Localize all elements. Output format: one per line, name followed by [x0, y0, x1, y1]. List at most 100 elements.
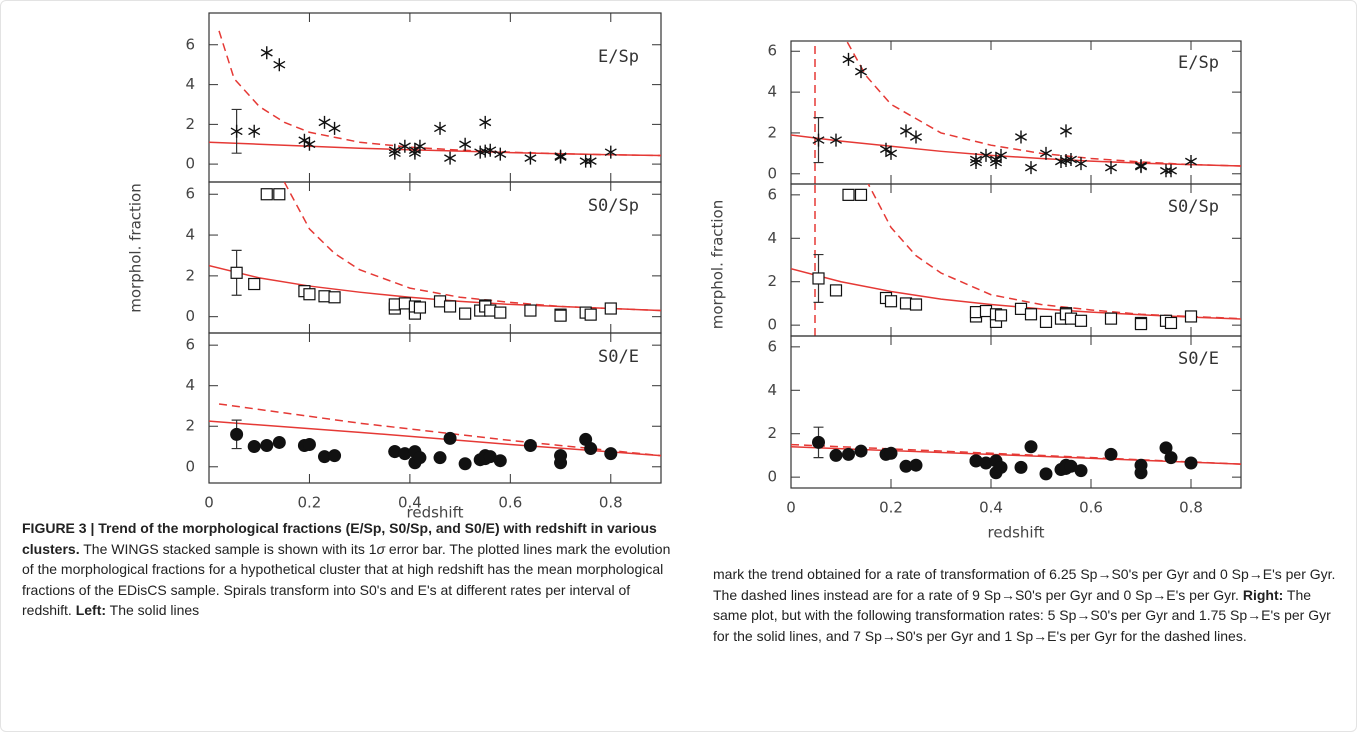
cluster-point	[854, 444, 868, 458]
reference-point	[230, 427, 244, 441]
model-line	[209, 141, 661, 157]
cluster-point	[444, 151, 457, 165]
cluster-point	[1104, 447, 1118, 461]
y-tick-label: 4	[767, 83, 777, 101]
cluster-point	[884, 295, 898, 308]
cluster-point	[604, 302, 617, 315]
x-tick-label: 0.2	[298, 494, 322, 512]
y-axis-label: morphol. fraction	[127, 183, 145, 313]
figure: 0 2 4 6 E/Sp 0 2 4 6 S0/Sp 0 2 4 6 0 0.2 0.4 0.6 0.8 S0/E re…	[127, 12, 1242, 542]
y-tick-label: 6	[767, 337, 777, 355]
cluster-point	[829, 448, 843, 462]
y-tick-label: 2	[185, 115, 195, 133]
x-tick-label: 0	[786, 499, 796, 517]
y-tick-label: 2	[185, 266, 195, 284]
cluster-point	[443, 300, 457, 313]
cluster-point	[1039, 146, 1053, 160]
cluster-point	[554, 449, 568, 463]
caption-text: mark the trend obtained for a rate of tr…	[713, 566, 1336, 603]
cluster-point	[899, 297, 913, 310]
panel-frame	[208, 12, 662, 183]
panel-frame	[790, 40, 1242, 185]
cluster-point	[523, 439, 537, 452]
x-tick-label: 0.4	[398, 494, 422, 512]
cluster-point	[899, 459, 913, 473]
cluster-point	[328, 449, 342, 463]
cluster-point	[273, 58, 286, 72]
reference-point	[812, 435, 825, 449]
y-tick-label: 0	[185, 307, 195, 325]
y-tick-label: 6	[185, 35, 195, 53]
model-line	[791, 443, 1241, 465]
cluster-point	[1134, 159, 1148, 173]
cluster-point	[272, 435, 286, 449]
y-axis-label: morphol. fraction	[709, 200, 727, 330]
y-tick-label: 4	[185, 226, 195, 244]
cluster-point	[969, 306, 983, 319]
cluster-point	[909, 130, 923, 144]
caption-text: The solid lines	[106, 602, 200, 618]
cluster-point	[413, 301, 427, 314]
cluster-point	[879, 142, 893, 156]
x-tick-label: 0.4	[979, 499, 1003, 517]
cluster-point	[388, 143, 401, 157]
cluster-point	[579, 154, 592, 168]
cluster-point	[273, 188, 286, 201]
reference-point	[230, 266, 243, 279]
cluster-point	[1059, 124, 1073, 138]
cluster-point	[493, 454, 507, 468]
cluster-point	[909, 458, 923, 472]
cluster-point	[604, 447, 618, 461]
y-tick-label: 6	[767, 42, 777, 60]
cluster-point	[854, 65, 868, 79]
x-axis-label: redshift	[407, 504, 464, 522]
cluster-point	[1134, 458, 1148, 472]
cluster-point	[1064, 152, 1078, 166]
cluster-point	[328, 291, 341, 304]
cluster-point	[1159, 441, 1173, 455]
y-tick-label: 4	[185, 376, 195, 394]
panel-label: E/Sp	[1178, 53, 1219, 73]
cluster-point	[318, 450, 332, 464]
panel-frame	[790, 335, 1242, 489]
y-tick-label: 2	[767, 424, 777, 442]
cluster-point	[1164, 451, 1178, 465]
cluster-point	[829, 284, 843, 297]
cluster-point	[1184, 310, 1198, 323]
cluster-point	[388, 445, 402, 459]
cluster-point	[1039, 467, 1053, 481]
cluster-point	[1104, 161, 1118, 175]
cluster-point	[302, 437, 316, 451]
cluster-point	[979, 456, 993, 470]
x-tick-label: 0.8	[1179, 499, 1203, 517]
cluster-point	[969, 454, 983, 468]
y-tick-label: 4	[767, 229, 777, 247]
cluster-point	[398, 139, 411, 153]
y-tick-label: 6	[185, 185, 195, 203]
cluster-point	[604, 145, 617, 159]
y-tick-label: 0	[185, 155, 195, 173]
caption-title: FIGURE 3 | Trend of the morphological fr…	[22, 520, 657, 557]
cluster-point	[248, 124, 261, 138]
y-tick-label: 0	[185, 457, 195, 475]
cluster-point	[1064, 312, 1078, 325]
cluster-point	[328, 121, 341, 135]
cluster-point	[484, 304, 497, 317]
cluster-point	[842, 52, 855, 66]
cluster-point	[1014, 460, 1028, 474]
cluster-point	[1024, 308, 1038, 321]
caption-text: The same plot, but with the following tr…	[713, 586, 1331, 644]
cluster-point	[584, 154, 597, 168]
cluster-point	[524, 151, 537, 165]
cluster-point	[842, 447, 855, 461]
cluster-point	[994, 460, 1008, 474]
caption-label: Right:	[1242, 586, 1284, 603]
cluster-point	[1039, 315, 1053, 328]
caption-label: Left:	[75, 602, 107, 618]
cluster-point	[494, 147, 507, 161]
panel-label: E/Sp	[598, 47, 639, 67]
cluster-point	[483, 450, 497, 464]
cluster-point	[303, 137, 316, 151]
cluster-point	[413, 139, 426, 153]
